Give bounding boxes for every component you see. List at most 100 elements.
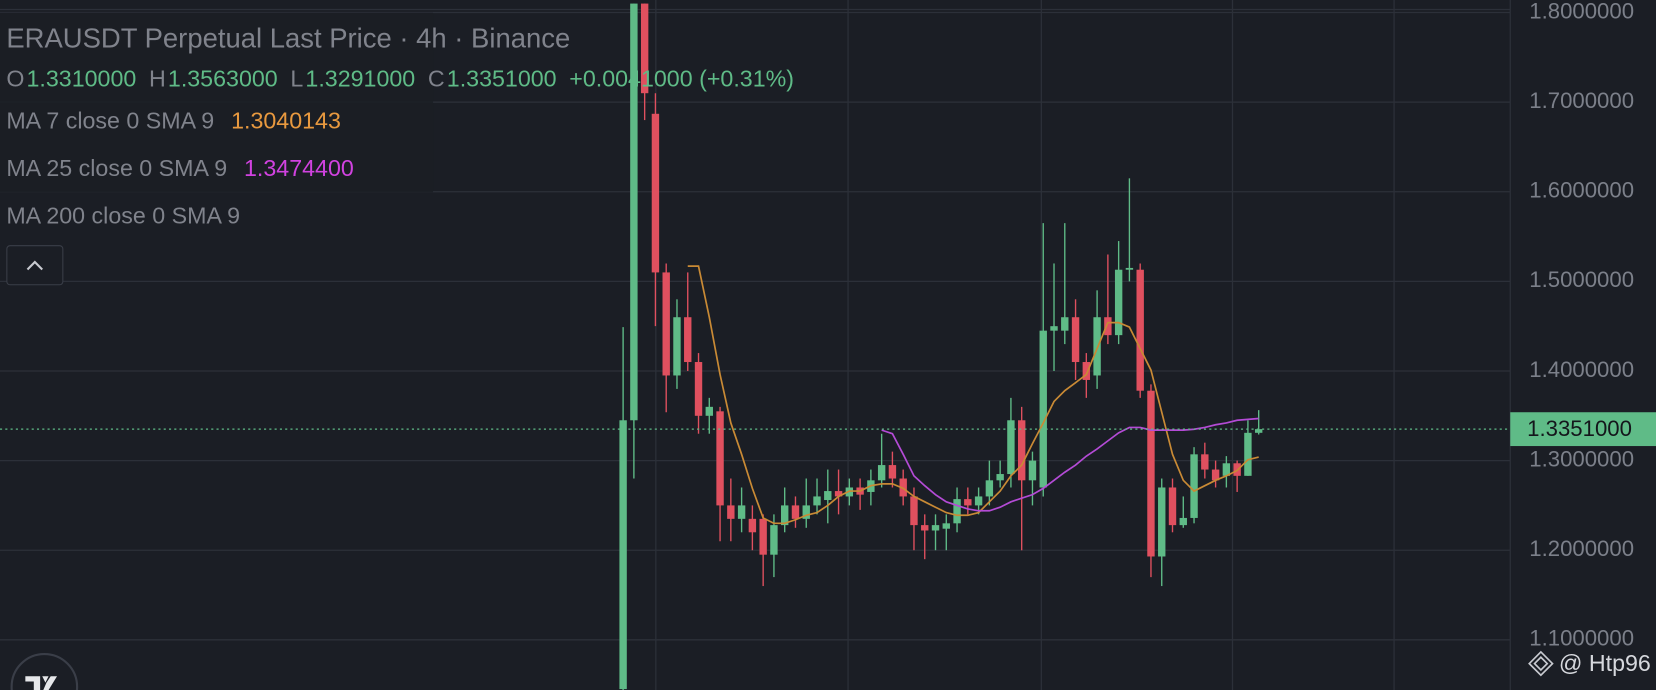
candle-body <box>824 491 832 501</box>
candle-body <box>964 499 972 506</box>
watermark: @ Htp96 <box>1528 650 1651 677</box>
ohlc-value: 1.3310000 <box>27 65 137 91</box>
candle-body <box>802 505 810 519</box>
candle-body <box>1158 487 1166 557</box>
candle-body <box>694 362 703 416</box>
candle-body <box>630 3 638 421</box>
indicator-name: MA 7 close 0 SMA 9 <box>6 108 214 134</box>
candle-body <box>673 317 681 376</box>
indicator-value: 1.3474400 <box>244 155 354 181</box>
ohlc-key: C <box>428 65 445 91</box>
candle-body <box>910 496 918 526</box>
candle-body <box>1071 317 1080 363</box>
candle-body <box>953 499 961 524</box>
candle-body <box>1061 317 1069 331</box>
candle-body <box>716 411 724 506</box>
price-axis: 1.1000000 1.2000000 1.3000000 1.4000000 1.50… <box>1510 0 1656 651</box>
price-change: +0.0041000 (+0.31%) <box>569 65 794 91</box>
plot-area <box>0 3 1511 690</box>
ohlc-value: 1.3563000 <box>168 65 278 91</box>
y-tick-label: 1.4000000 <box>1529 357 1634 382</box>
candle-body <box>748 518 757 533</box>
candle-body <box>921 525 929 531</box>
y-tick-label: 1.1000000 <box>1529 626 1634 651</box>
candle-body <box>1201 454 1209 470</box>
collapse-button[interactable] <box>6 245 64 286</box>
candle-body <box>619 420 627 690</box>
ohlc-key: O <box>6 65 24 91</box>
candle-body <box>877 465 886 481</box>
grid <box>0 0 1511 690</box>
candle-body <box>1168 487 1177 526</box>
indicator-legend: MA 7 close 0 SMA 9 1.3040143 <box>6 108 341 134</box>
y-tick-label: 1.8000000 <box>1529 0 1634 23</box>
candle-body <box>1222 463 1231 476</box>
y-tick-label: 1.7000000 <box>1529 88 1634 113</box>
ohlc-key: L <box>290 65 303 91</box>
candle-body <box>813 496 821 506</box>
candle-body <box>834 491 843 497</box>
candle-body <box>1104 317 1112 336</box>
candle-body <box>1028 460 1037 481</box>
y-tick-label: 1.6000000 <box>1529 178 1634 203</box>
logo[interactable] <box>10 653 79 690</box>
candle-body <box>1050 326 1058 331</box>
indicator-legend: MA 25 close 0 SMA 9 1.3474400 <box>6 155 354 181</box>
candle-body <box>1147 390 1155 557</box>
button-frame[interactable] <box>6 245 64 286</box>
legend-backdrop <box>0 12 434 193</box>
last-price-tag <box>1510 412 1656 447</box>
candle-body <box>1082 362 1091 380</box>
ohlc-legend: O1.3310000 H1.3563000 L1.3291000 C1.3351000… <box>6 65 794 91</box>
candle-body <box>942 523 950 529</box>
candle-body <box>931 525 940 531</box>
legend: ERAUSDT Perpetual Last Price · 4h · Bina… <box>0 12 794 229</box>
candle-body <box>640 3 649 94</box>
indicator-name: MA 25 close 0 SMA 9 <box>6 155 227 181</box>
candle-body <box>1211 469 1220 481</box>
watermark-text: @ Htp96 <box>1559 650 1651 676</box>
candle-body <box>791 505 800 519</box>
candle-body <box>737 505 746 519</box>
indicator-name: MA 200 close 0 SMA 9 <box>6 203 240 229</box>
candle-body <box>684 317 692 363</box>
ma-line <box>687 265 1259 525</box>
exchange-icon <box>1528 650 1554 677</box>
candle-body <box>974 496 983 506</box>
candle-body <box>651 113 660 273</box>
candle-body <box>1136 269 1144 391</box>
chevron-icon <box>26 260 43 271</box>
candle-body <box>781 505 789 526</box>
y-tick-label: 1.2000000 <box>1529 536 1634 561</box>
candle-body <box>1244 432 1252 476</box>
candle-body <box>888 465 897 479</box>
candle-body <box>1017 420 1026 481</box>
candle-body <box>662 272 670 376</box>
candle-body <box>727 505 735 519</box>
logo-mark <box>25 676 58 690</box>
candle-body <box>1179 517 1187 526</box>
indicator-value: 1.3040143 <box>231 108 341 134</box>
candle-body <box>1190 454 1198 518</box>
candle-body <box>1254 429 1263 433</box>
ohlc-value: 1.3351000 <box>447 65 557 91</box>
ohlc-value: 1.3291000 <box>305 65 415 91</box>
candle-body <box>996 474 1004 481</box>
candle-body <box>1039 330 1047 488</box>
y-tick-label: 1.5000000 <box>1529 267 1634 292</box>
candle-body <box>1114 269 1123 336</box>
candle-body <box>985 480 994 497</box>
y-tick-label: 1.3000000 <box>1529 446 1634 471</box>
ohlc-key: H <box>149 65 166 91</box>
candle-body <box>1093 317 1101 376</box>
candle-body <box>770 525 778 555</box>
last-price-label: 1.3351000 <box>1527 416 1632 441</box>
candle-body <box>705 406 713 416</box>
indicator-legend: MA 200 close 0 SMA 9 <box>6 203 240 229</box>
candle-body <box>1125 267 1134 270</box>
ma-line <box>881 417 1259 512</box>
candle-body <box>1007 420 1015 475</box>
candle-body <box>759 518 767 555</box>
